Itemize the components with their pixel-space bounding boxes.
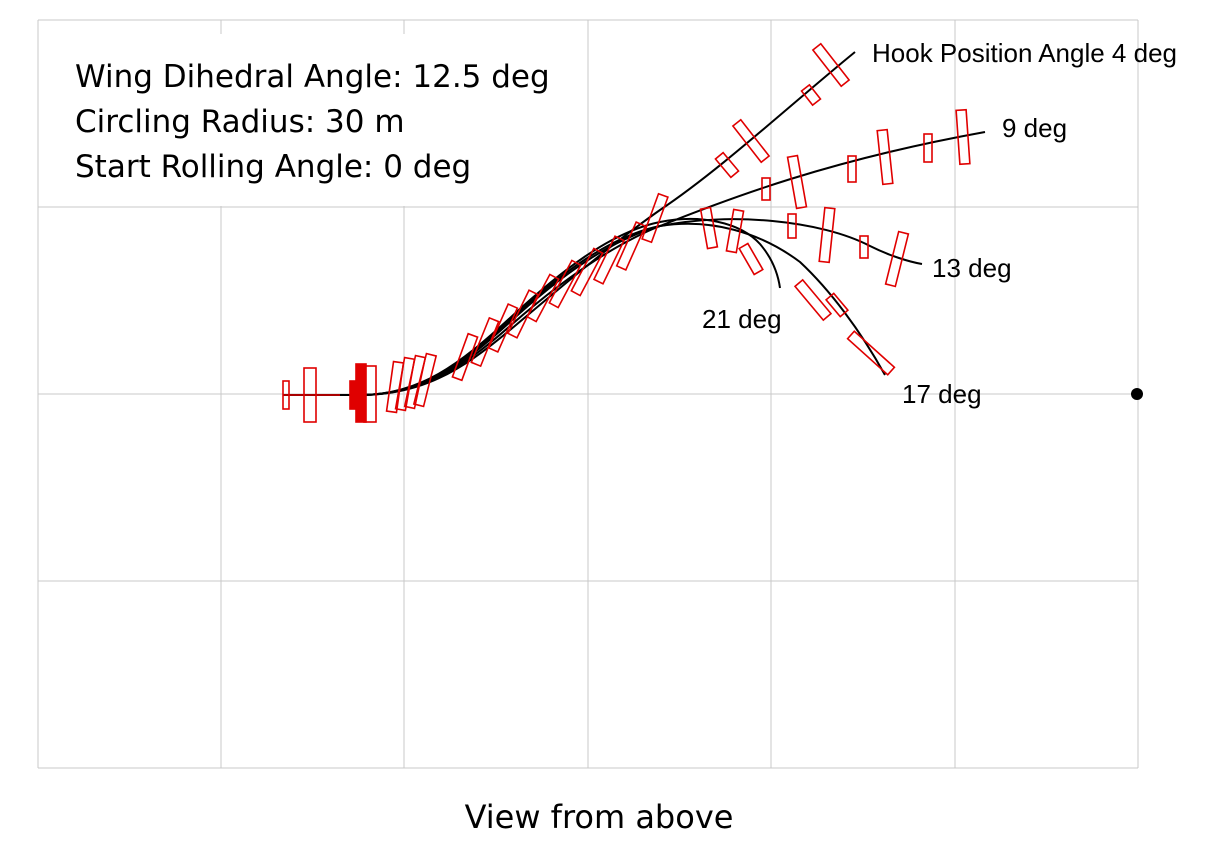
glider-start-1 [282,367,340,423]
glider-branch-21deg [699,206,764,276]
trajectory-17deg [283,222,886,396]
curve-labels: Hook Position Angle 4 deg 9 deg 13 deg 1… [702,38,1177,409]
circling-radius-text: Circling Radius: 30 m [75,104,405,140]
label-4deg: Hook Position Angle 4 deg [872,38,1177,68]
label-13deg: 13 deg [932,253,1012,283]
label-17deg: 17 deg [902,379,982,409]
glider-branch-13deg [787,206,910,288]
glider-start-2 [349,363,377,423]
figure-caption: View from above [465,798,734,836]
trajectory-13deg [283,218,923,396]
parameter-text: Wing Dihedral Angle: 12.5 deg Circling R… [75,59,550,185]
glider-snapshots [282,42,971,423]
label-21deg: 21 deg [702,304,782,334]
parameter-box [50,34,550,206]
glider-cluster-1 [385,352,438,414]
glider-climb [451,192,669,382]
glider-branch-17deg [793,278,896,376]
start-rolling-angle-text: Start Rolling Angle: 0 deg [75,149,471,185]
circle-center-marker [1131,388,1143,400]
label-9deg: 9 deg [1002,113,1067,143]
dihedral-angle-text: Wing Dihedral Angle: 12.5 deg [75,59,550,95]
glider-branch-4deg [714,42,851,179]
glider-branch-9deg [761,108,971,210]
grid [37,19,1139,769]
